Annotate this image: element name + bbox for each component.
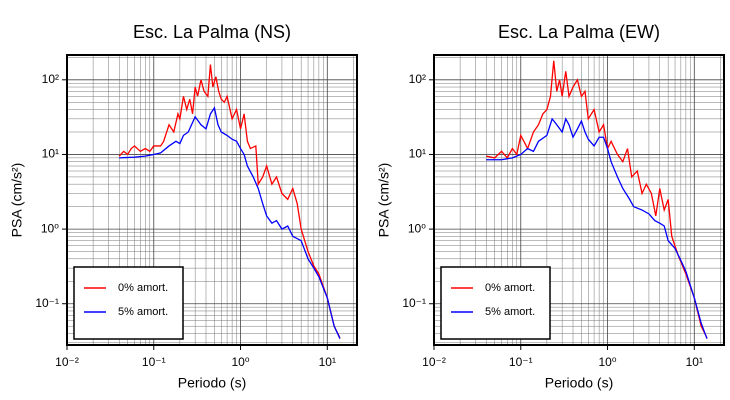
legend-label: 5% amort. — [118, 306, 168, 318]
x-axis-label: Periodo (s) — [545, 375, 613, 391]
series-line — [486, 117, 708, 339]
chart-title: Esc. La Palma (EW) — [498, 22, 660, 42]
chart-title: Esc. La Palma (NS) — [133, 22, 291, 42]
y-tick-label: 10¹ — [409, 147, 426, 161]
plot-frame — [66, 54, 358, 346]
y-tick-label: 10⁻¹ — [402, 296, 426, 310]
series-line — [119, 106, 341, 339]
y-axis-label: PSA (cm/s²) — [376, 163, 392, 238]
y-tick-label: 10⁰ — [408, 221, 426, 235]
panel: 10⁻² 10⁻¹ 10⁰ 10¹ 10⁻¹ 10⁰ 10¹ 10² Esc. La Palma… — [376, 22, 725, 391]
x-tick-label: 10¹ — [686, 355, 703, 369]
series-line — [118, 64, 341, 339]
y-axis-label: PSA (cm/s²) — [9, 163, 25, 238]
y-tick-label: 10² — [409, 72, 426, 86]
x-tick-label: 10⁰ — [598, 355, 616, 369]
legend-box — [440, 266, 551, 340]
x-axis-label: Periodo (s) — [178, 375, 246, 391]
x-tick-label: 10⁻¹ — [509, 355, 533, 369]
x-tick-label: 10¹ — [319, 355, 336, 369]
series-line — [486, 60, 708, 339]
legend-label: 0% amort. — [485, 282, 535, 294]
x-tick-label: 10⁻² — [422, 355, 446, 369]
y-tick-label: 10² — [42, 72, 59, 86]
x-tick-label: 10⁻¹ — [142, 355, 166, 369]
x-tick-label: 10⁰ — [231, 355, 249, 369]
panel: 10⁻² 10⁻¹ 10⁰ 10¹ 10⁻¹ 10⁰ 10¹ 10² Esc. La Palma… — [9, 22, 358, 391]
y-tick-label: 10⁻¹ — [35, 296, 59, 310]
y-tick-label: 10¹ — [42, 147, 59, 161]
plot-frame — [433, 54, 725, 346]
legend-label: 5% amort. — [485, 306, 535, 318]
legend-box — [73, 266, 184, 340]
legend-label: 0% amort. — [118, 282, 168, 294]
x-tick-label: 10⁻² — [55, 355, 79, 369]
y-tick-label: 10⁰ — [41, 221, 59, 235]
